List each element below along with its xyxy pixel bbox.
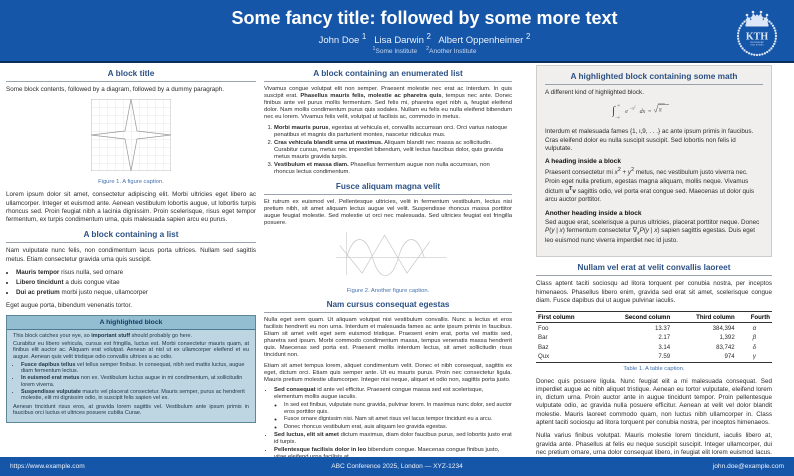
- svg-text:OCH KONST: OCH KONST: [750, 45, 764, 47]
- svg-text:=: =: [648, 109, 652, 115]
- svg-text:−∞: −∞: [615, 116, 620, 120]
- svg-text:π: π: [659, 108, 663, 114]
- svg-text:KTH: KTH: [746, 32, 768, 43]
- svg-text:dx: dx: [640, 109, 646, 115]
- svg-text:−x2: −x2: [629, 105, 636, 111]
- svg-text:∞: ∞: [617, 104, 620, 108]
- svg-text:e: e: [625, 109, 628, 115]
